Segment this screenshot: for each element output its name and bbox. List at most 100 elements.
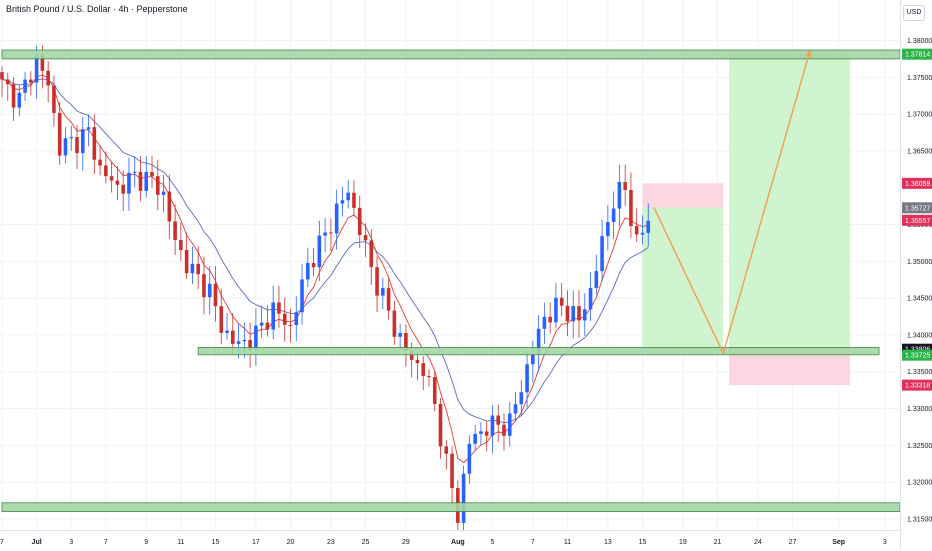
candle[interactable] <box>86 114 91 147</box>
candle[interactable] <box>104 151 108 184</box>
candle[interactable] <box>63 127 68 164</box>
candle[interactable] <box>646 203 651 247</box>
candle[interactable] <box>150 155 154 188</box>
candle[interactable] <box>288 308 293 343</box>
candle[interactable] <box>617 164 622 227</box>
candle[interactable] <box>577 290 581 338</box>
candle[interactable] <box>144 156 149 198</box>
candle[interactable] <box>582 293 587 336</box>
candle[interactable] <box>600 219 604 282</box>
candle[interactable] <box>213 266 218 322</box>
candle[interactable] <box>127 157 131 211</box>
candle[interactable] <box>496 404 501 442</box>
candle[interactable] <box>317 220 322 281</box>
candle[interactable] <box>542 302 547 344</box>
candle[interactable] <box>375 256 379 313</box>
candle[interactable] <box>52 75 56 127</box>
candle[interactable] <box>311 247 316 277</box>
candle[interactable] <box>629 172 633 239</box>
candle[interactable] <box>225 312 229 340</box>
candle[interactable] <box>427 369 431 387</box>
candle[interactable] <box>334 189 339 250</box>
candle[interactable] <box>588 271 593 321</box>
candle[interactable] <box>548 302 552 334</box>
long-position-target-zone[interactable] <box>729 54 851 350</box>
candle[interactable] <box>109 161 114 193</box>
candle[interactable] <box>507 401 512 447</box>
candle[interactable] <box>294 296 299 342</box>
projection-path-line[interactable] <box>653 51 811 356</box>
candle[interactable] <box>57 102 62 165</box>
candle[interactable] <box>346 179 350 209</box>
candle[interactable] <box>634 208 639 242</box>
candle[interactable] <box>357 195 362 249</box>
candle[interactable] <box>444 439 449 470</box>
candle[interactable] <box>571 290 576 339</box>
candle[interactable] <box>473 424 477 451</box>
candle[interactable] <box>490 405 495 454</box>
candle[interactable] <box>369 229 374 285</box>
candle[interactable] <box>502 413 506 451</box>
candle[interactable] <box>606 205 610 251</box>
price-axis[interactable]: 1.380001.375001.370001.365001.355001.350… <box>900 0 932 550</box>
candle[interactable] <box>623 164 627 206</box>
candle[interactable] <box>352 180 356 217</box>
currency-selector[interactable]: USD <box>903 5 925 21</box>
candle[interactable] <box>531 340 535 382</box>
candle[interactable] <box>202 256 206 315</box>
candle[interactable] <box>329 218 333 251</box>
candle[interactable] <box>536 315 541 372</box>
candle[interactable] <box>404 324 408 367</box>
candle[interactable] <box>167 174 172 239</box>
short-position-stop-zone[interactable] <box>642 183 724 208</box>
candle[interactable] <box>479 421 483 446</box>
candle[interactable] <box>265 305 270 337</box>
candle[interactable] <box>196 246 200 290</box>
candle[interactable] <box>29 71 33 96</box>
candle[interactable] <box>398 323 402 350</box>
candle[interactable] <box>282 297 287 342</box>
candle[interactable] <box>554 283 558 329</box>
candle[interactable] <box>69 125 74 151</box>
candle[interactable] <box>271 285 275 340</box>
candle[interactable] <box>259 305 264 338</box>
candle[interactable] <box>363 223 368 257</box>
candle[interactable] <box>80 116 85 171</box>
candle[interactable] <box>594 254 599 295</box>
time-scale[interactable]: 7 Jul 3 7 9 11 15 17 20 23 25 29 Aug 5 7 11 13 15 19 21 24 27… <box>0 531 900 551</box>
support-zone[interactable] <box>197 347 880 356</box>
candle[interactable] <box>98 146 102 176</box>
candle[interactable] <box>300 263 304 325</box>
candle[interactable] <box>386 278 391 320</box>
candle[interactable] <box>323 218 327 253</box>
candle[interactable] <box>450 446 454 506</box>
candle[interactable] <box>484 421 489 452</box>
candle[interactable] <box>340 186 345 217</box>
candle[interactable] <box>461 465 466 530</box>
candle[interactable] <box>46 61 50 103</box>
candle[interactable] <box>17 85 22 117</box>
candle[interactable] <box>219 288 224 345</box>
base-zone[interactable] <box>1 502 900 512</box>
price-scale[interactable]: 1.380001.375001.370001.365001.355001.350… <box>901 0 932 550</box>
candle[interactable] <box>248 322 252 368</box>
candle[interactable] <box>277 285 281 328</box>
candle[interactable] <box>23 71 27 101</box>
candle[interactable] <box>432 370 437 412</box>
chart-pane[interactable] <box>0 0 900 530</box>
candle[interactable] <box>207 266 212 315</box>
candle[interactable] <box>559 282 564 317</box>
candle[interactable] <box>0 66 4 98</box>
candle[interactable] <box>5 73 10 101</box>
candle[interactable] <box>132 156 137 188</box>
candle[interactable] <box>161 174 166 213</box>
resistance-zone[interactable] <box>1 49 900 60</box>
candle[interactable] <box>640 215 645 245</box>
candlestick-chart[interactable] <box>0 0 900 530</box>
candle[interactable] <box>381 277 385 310</box>
candle[interactable] <box>519 379 524 416</box>
candle[interactable] <box>184 232 189 280</box>
candle[interactable] <box>92 114 97 174</box>
candle[interactable] <box>513 392 518 420</box>
candle[interactable] <box>392 301 397 345</box>
